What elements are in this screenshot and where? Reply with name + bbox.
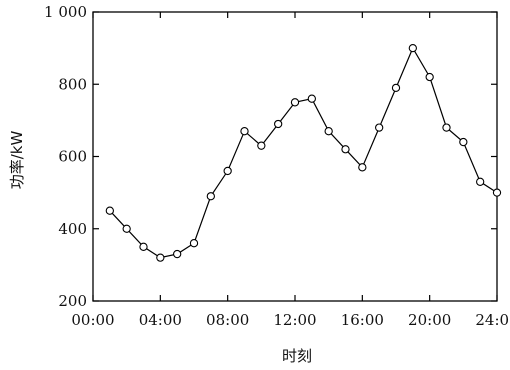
- y-tick-label: 600: [58, 148, 87, 166]
- y-tick-label: 1 000: [44, 3, 87, 21]
- y-tick-label: 200: [58, 292, 87, 310]
- data-point: [391, 83, 401, 93]
- data-point: [358, 163, 367, 172]
- axes-frame: [92, 11, 498, 302]
- data-point: [223, 166, 232, 176]
- plot-frame: [92, 11, 498, 302]
- data-point: [189, 239, 199, 248]
- y-axis-title: 功率/kW: [8, 131, 26, 190]
- series-line: [109, 46, 498, 259]
- x-tick-label: 16:00: [341, 311, 384, 329]
- x-tick-label: 00:00: [71, 311, 114, 329]
- data-point: [375, 123, 384, 132]
- x-tick-label: 24:00: [475, 311, 510, 329]
- data-point: [307, 94, 316, 103]
- x-tick-label: 08:00: [206, 311, 249, 329]
- tick-marks: [92, 11, 498, 302]
- data-point: [274, 119, 283, 129]
- x-tick-label: 04:00: [139, 311, 182, 329]
- data-point: [139, 242, 148, 251]
- data-point: [492, 188, 502, 197]
- data-point: [408, 43, 417, 53]
- data-point: [173, 249, 182, 259]
- data-point: [341, 145, 350, 154]
- data-point: [442, 123, 451, 132]
- x-tick-labels: 00:00 04:00 08:00 12:00 16:00 20:00 24:00: [71, 311, 510, 329]
- x-tick-label: 12:00: [273, 311, 316, 329]
- data-point: [459, 137, 468, 147]
- data-point: [240, 127, 249, 136]
- data-point: [290, 98, 300, 107]
- y-tick-label: 800: [58, 75, 87, 93]
- data-point: [206, 192, 215, 201]
- y-tick-labels: 200 400 600 800 1 000: [44, 3, 87, 310]
- data-point: [257, 141, 266, 150]
- y-tick-label: 400: [58, 220, 87, 238]
- data-point: [324, 127, 333, 136]
- data-point: [476, 177, 485, 186]
- data-point: [425, 72, 434, 82]
- data-point: [156, 253, 165, 262]
- series-layer: [105, 43, 502, 262]
- x-axis-title: 时刻: [282, 347, 312, 365]
- data-point: [122, 224, 131, 233]
- data-point: [105, 206, 114, 215]
- x-tick-label: 20:00: [408, 311, 451, 329]
